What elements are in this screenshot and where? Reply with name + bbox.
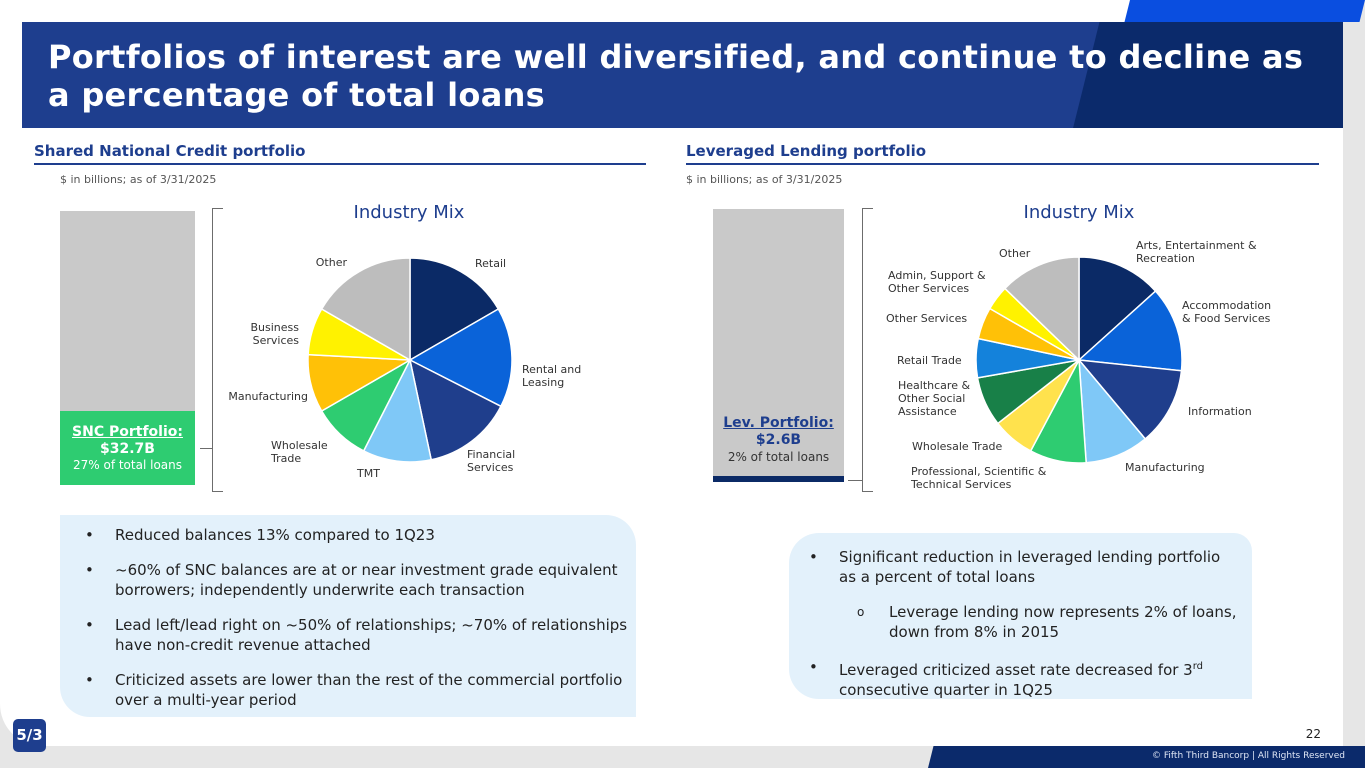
lev-pie-slice-2 [1077,359,1183,440]
lev-bullet-text: Significant reduction in leveraged lendi… [839,548,1221,586]
lev-note: $ in billions; as of 3/31/2025 [686,173,843,186]
snc-note: $ in billions; as of 3/31/2025 [60,173,217,186]
lev-pie-slice-10 [1003,256,1080,362]
bullet-dot: • [85,526,94,544]
lev-pie-label-2: Information [1188,405,1252,418]
snc-pie-label-2: Financial Services [467,448,515,474]
lev-bracket [862,208,873,492]
lev-bullet-text: Leverage lending now represents 2% of lo… [889,603,1237,641]
snc-bullets-panel: • Reduced balances 13% compared to 1Q23 • ~… [60,515,636,717]
snc-section-rule [34,163,646,165]
lev-bullet: o Leverage lending now represents 2% of l… [857,602,1239,642]
lev-mix-title: Industry Mix [1023,202,1135,223]
snc-pie-label-0: Retail [475,257,506,270]
snc-portfolio-fill: SNC Portfolio: $32.7B 27% of total loans [60,411,195,485]
snc-bullet: • ~60% of SNC balances are at or near inv… [85,560,630,600]
lev-pie-slice-1 [1077,290,1183,372]
snc-bullet-text: Reduced balances 13% compared to 1Q23 [115,526,435,544]
snc-pie-label-1: Rental and Leasing [522,363,581,389]
lev-pie-label-3: Manufacturing [1125,461,1205,474]
snc-bullet-list: • Reduced balances 13% compared to 1Q23 • ~… [85,525,630,725]
lev-pie-slice-0 [1078,256,1157,362]
snc-bullet-text: ~60% of SNC balances are at or near inve… [115,561,618,599]
snc-portfolio-value: $32.7B [100,441,155,458]
lev-pie-label-4: Professional, Scientific & Technical Serv… [910,465,1047,491]
snc-portfolio-label: SNC Portfolio: [72,424,183,441]
snc-total-bar: SNC Portfolio: $32.7B 27% of total loans [60,211,195,485]
fifth-third-logo: 5/3 [13,719,46,752]
lev-portfolio-value: $2.6B [755,432,802,448]
snc-bracket-tick [200,448,212,449]
lev-portfolio-callout: Lev. Portfolio: $2.6B 2% of total loans [713,415,844,464]
lev-pie-label-0: Arts, Entertainment & Recreation [1136,239,1257,265]
page-number: 22 [1305,727,1321,741]
lev-pie-label-8: Other Services [886,312,967,325]
snc-pie-slice-0 [409,257,500,362]
lev-pie-chart: Arts, Entertainment & Recreation Accommoda… [886,239,1271,491]
lev-bullet-text: Leveraged criticized asset rate decrease… [839,661,1204,699]
lev-bullet: • Leveraged criticized asset rate decreas… [809,657,1239,700]
lev-pie-label-5: Wholesale Trade [912,440,1003,453]
lev-bullet: • Significant reduction in leveraged lend… [809,547,1239,587]
lev-section-rule [686,163,1319,165]
slide-title: Portfolios of interest are well diversif… [48,38,1304,114]
snc-portfolio-share: 27% of total loans [72,458,182,473]
snc-pie-slice-2 [408,358,502,461]
lev-pie-label-1: Accommodation & Food Services [1182,299,1271,325]
snc-pie-label-3: TMT [356,467,380,480]
lev-bracket-tick [848,480,862,481]
snc-bullet: • Lead left/lead right on ~50% of relatio… [85,615,630,655]
bullet-dot: • [809,658,818,676]
lev-pie-label-6: Healthcare & Other Social Assistance [898,379,970,418]
bullet-dot: • [85,671,94,689]
snc-pie-slice-1 [408,307,513,408]
snc-bullet-text: Lead left/lead right on ~50% of relation… [115,616,628,654]
snc-pie-slice-7 [320,257,411,362]
lev-bullets-panel: • Significant reduction in leveraged lend… [789,533,1252,699]
snc-bullet-text: Criticized assets are lower than the res… [115,671,623,709]
snc-pie-label-7: Other [316,256,348,269]
bullet-dot: • [809,548,818,566]
snc-section-title: Shared National Credit portfolio [34,142,306,160]
snc-pie-chart: Retail Rental and Leasing Financial Services… [228,256,581,480]
lev-pie-label-7: Retail Trade [897,354,962,367]
snc-bullet: • Criticized assets are lower than the re… [85,670,630,710]
lev-section-title: Leveraged Lending portfolio [686,142,927,160]
bullet-dot: • [85,616,94,634]
snc-pie-label-6: Business Services [250,321,299,347]
snc-bullet: • Reduced balances 13% compared to 1Q23 [85,525,630,545]
bullet-dot: o [857,605,865,619]
lev-portfolio-fill [713,476,844,482]
bullet-dot: • [85,561,94,579]
header-band [22,22,1343,128]
snc-bracket [212,208,223,492]
lev-portfolio-label: Lev. Portfolio: [723,415,834,431]
snc-pie-slice-3 [362,357,433,463]
copyright: © Fifth Third Bancorp | All Rights Reser… [1152,751,1345,761]
snc-pie-label-4: Wholesale Trade [270,439,328,465]
lev-portfolio-share: 2% of total loans [727,450,830,464]
lev-total-bar: Lev. Portfolio: $2.6B 2% of total loans [713,209,844,482]
snc-mix-title: Industry Mix [353,202,465,223]
lev-pie-label-10: Other [999,247,1031,260]
lev-pie-label-9: Admin, Support & Other Services [888,269,986,295]
snc-pie-label-5: Manufacturing [228,390,308,403]
corner-accent [1124,0,1365,22]
lev-bullet-list: • Significant reduction in leveraged lend… [809,547,1239,715]
